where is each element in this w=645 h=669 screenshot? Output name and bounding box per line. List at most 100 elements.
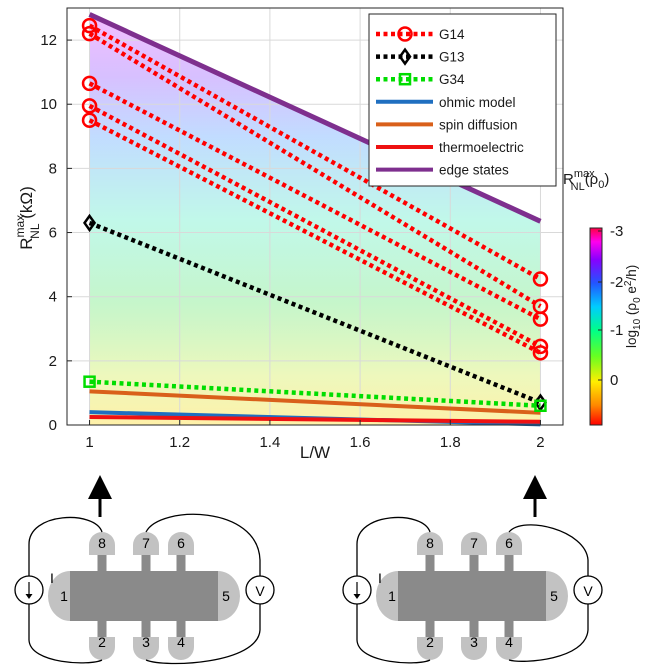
contact-pad: [461, 532, 487, 555]
pad-label: 4: [505, 634, 513, 650]
contact-pad: [218, 571, 240, 621]
G34-point: [83, 375, 96, 388]
pad-label: 2: [98, 634, 106, 650]
G14-line: [88, 31, 542, 309]
G14-point: [81, 98, 98, 114]
legend-entry: spin diffusion: [376, 117, 518, 132]
contact-pad: [496, 637, 522, 660]
y-tick-label: 2: [49, 353, 57, 370]
y-tick-label: 6: [49, 225, 57, 242]
G13-point: [83, 213, 97, 233]
legend-label: edge states: [439, 163, 509, 178]
top-arm: [141, 553, 151, 573]
bottom-arm: [97, 618, 107, 638]
pad-label: 7: [470, 535, 478, 551]
device-schematic-1: 8 7 6 2 3 4 1 5 I V: [14, 475, 275, 665]
pad-label: 8: [426, 535, 434, 551]
pad-label: 7: [142, 535, 150, 551]
x-tick-label: 1.8: [440, 434, 461, 451]
legend-entry: G14: [376, 26, 465, 42]
edge-states-line: [88, 12, 542, 224]
G14-line: [88, 103, 542, 349]
G14-point: [81, 112, 98, 129]
legend-label: G14: [439, 27, 465, 42]
bottom-arm: [504, 618, 514, 638]
G14-point: [532, 311, 549, 327]
contact-pad: [168, 532, 194, 555]
colorbar-tick-label: -3: [610, 223, 623, 240]
legend-entry: edge states: [376, 163, 509, 178]
pad-label: 4: [177, 634, 185, 650]
contact-pad: [546, 571, 568, 621]
pad-label: 1: [388, 588, 396, 604]
pad-label: 8: [98, 535, 106, 551]
device-schematic-2: 8 7 6 2 3 4 1 5 I V: [342, 475, 603, 664]
thermoelectric-line: [89, 414, 541, 424]
top-arm: [469, 553, 479, 573]
pad-label: 5: [550, 588, 558, 604]
top-arm: [425, 553, 435, 573]
wire: [145, 604, 261, 665]
top-arm: [176, 553, 186, 573]
current-arrow-icon: [353, 594, 361, 599]
y-tick-label: 10: [40, 96, 57, 113]
legend-entry: G34: [376, 72, 465, 87]
pad-label: 3: [142, 634, 150, 650]
G14-point: [81, 25, 98, 42]
pad-label: 6: [505, 535, 513, 551]
legend-entry: thermoelectric: [376, 140, 524, 155]
legend-label: ohmic model: [439, 95, 516, 110]
legend-label: G34: [439, 72, 465, 87]
legend-label: spin diffusion: [439, 117, 518, 132]
contact-pad: [376, 571, 398, 621]
legend-marker: [398, 72, 412, 86]
y-tick-label: 12: [40, 32, 57, 49]
bottom-arm: [425, 618, 435, 638]
voltage-label: V: [255, 583, 265, 599]
G34-point: [534, 399, 547, 413]
current-label: I: [50, 570, 54, 586]
G14-line: [88, 118, 542, 355]
legend-entry: ohmic model: [376, 95, 516, 110]
top-arm: [97, 553, 107, 573]
bottom-arm: [469, 618, 479, 638]
wire: [356, 516, 431, 576]
colorbar-title: Rmax NL(ρ0): [563, 168, 609, 193]
G14-point: [81, 17, 98, 34]
x-axis-label: L/W: [300, 443, 330, 462]
wire: [28, 516, 103, 576]
contact-pad: [133, 637, 159, 660]
G14-point: [532, 345, 549, 361]
G14-line: [88, 81, 542, 322]
top-arm: [504, 553, 514, 573]
device-bar: [70, 571, 218, 621]
colorbar-tick-label: -2: [610, 274, 623, 291]
G14-point: [81, 75, 98, 92]
G13-line: [88, 220, 542, 405]
contact-pad: [48, 571, 70, 621]
colorbar: -3 -2 -1 0 Rmax NL(ρ0) log10 (ρ0 e2/h): [563, 168, 643, 426]
pad-label: 5: [222, 588, 230, 604]
legend-entry: G13: [376, 47, 465, 66]
contact-pad: [168, 637, 194, 660]
x-tick-label: 2: [536, 434, 544, 451]
contact-pad: [417, 532, 443, 555]
bottom-arm: [141, 618, 151, 638]
pad-label: 3: [470, 634, 478, 650]
G14-point: [532, 338, 549, 355]
pad-label: 6: [177, 535, 185, 551]
G14-series: [81, 17, 549, 361]
wire: [508, 604, 589, 662]
legend-label: thermoelectric: [439, 140, 524, 155]
legend-marker: [398, 47, 412, 66]
wire: [508, 524, 589, 576]
wire: [28, 604, 103, 664]
contact-pad: [496, 532, 522, 555]
spin-diffusion-line: [89, 389, 541, 415]
pad-label: 1: [60, 588, 68, 604]
contact-pad: [89, 637, 115, 660]
wire: [145, 513, 261, 576]
x-tick-label: 1.6: [350, 434, 371, 451]
G14-line: [88, 23, 542, 282]
y-axis-label: RmaxNL (kΩ): [13, 186, 42, 250]
